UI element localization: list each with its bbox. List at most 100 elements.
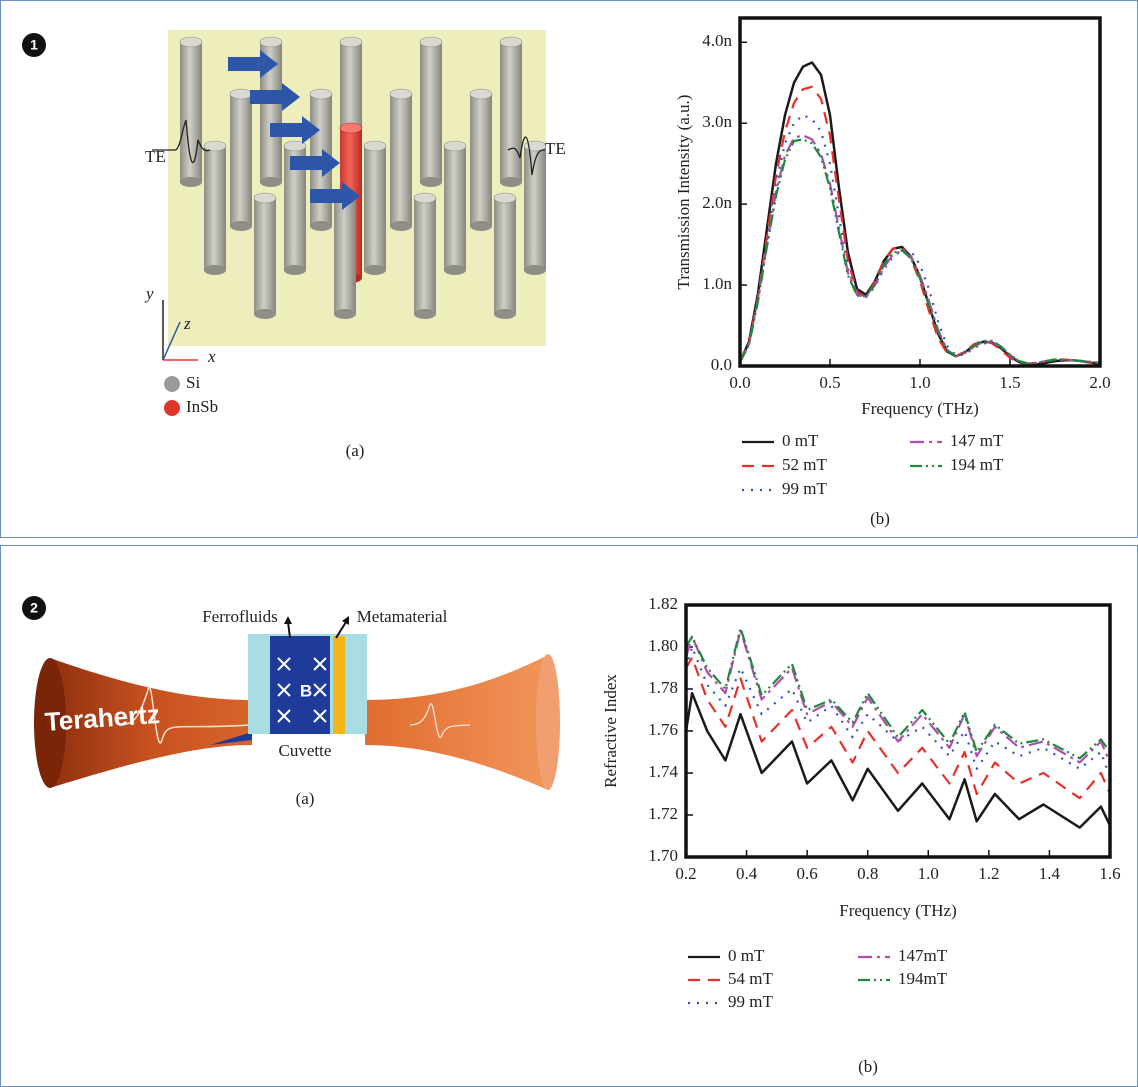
y-tick-label: 2.0n — [702, 193, 732, 212]
pillar — [284, 146, 306, 270]
y-tick-label: 1.72 — [648, 804, 678, 823]
beam-end — [536, 654, 560, 790]
pillar — [420, 42, 442, 182]
pillar-top — [363, 140, 387, 152]
badge — [22, 33, 46, 57]
plot-frame — [684, 603, 1112, 859]
pillar-top — [253, 192, 277, 204]
x-tick-label: 1.5 — [999, 373, 1020, 392]
pillar-base — [414, 309, 436, 319]
axis-label: z — [183, 314, 191, 333]
diagram-label: Metamaterial — [357, 607, 448, 626]
pillar — [254, 198, 276, 314]
caption: (b) — [858, 1057, 878, 1076]
pillar-top — [259, 36, 283, 48]
pillar-top — [339, 122, 363, 134]
pillar-top — [493, 192, 517, 204]
series-line — [684, 645, 1112, 778]
y-tick-label: 1.0n — [702, 274, 732, 293]
y-tick-label: 1.70 — [648, 846, 678, 865]
x-axis-label: Frequency (THz) — [839, 901, 957, 920]
legend-label: 194mT — [898, 969, 948, 988]
pillar — [494, 198, 516, 314]
legend-label: 0 mT — [728, 946, 765, 965]
panel-border — [0, 545, 1138, 1087]
beam-end — [34, 658, 66, 788]
x-tick-label: 1.6 — [1099, 864, 1120, 883]
pillar — [260, 42, 282, 182]
field-label: B — [300, 681, 312, 700]
legend-label: Si — [186, 373, 200, 392]
y-axis-label: Transmission Intensity (a.u.) — [674, 95, 693, 290]
pillar-base — [334, 309, 356, 319]
metamaterial — [333, 636, 345, 734]
diagram-label: Cuvette — [279, 741, 332, 760]
x-tick-label: 1.0 — [918, 864, 939, 883]
pillar — [444, 146, 466, 270]
pillar-top — [413, 192, 437, 204]
field-arrow — [228, 50, 278, 78]
pointer-head — [342, 616, 349, 625]
legend-label: 147mT — [898, 946, 948, 965]
te-wave — [152, 119, 211, 164]
y-tick-label: 0.0 — [711, 355, 732, 374]
x-tick-label: 2.0 — [1089, 373, 1110, 392]
x-tick-label: 0.4 — [736, 864, 758, 883]
x-mark — [277, 709, 291, 723]
y-tick-label: 4.0n — [702, 31, 732, 50]
pillar-base — [260, 177, 282, 187]
badge — [22, 596, 46, 620]
x-tick-label: 1.0 — [909, 373, 930, 392]
field-arrow — [310, 182, 360, 210]
pillar-top — [469, 88, 493, 100]
series-line — [684, 691, 1112, 829]
pillar-base — [524, 265, 546, 275]
series-line — [739, 85, 1101, 365]
field-arrow — [270, 116, 320, 144]
caption: (b) — [870, 509, 890, 528]
y-tick-label: 1.80 — [648, 636, 678, 655]
series-line — [684, 629, 1112, 764]
pillar-base — [470, 221, 492, 231]
field-label: Bz — [256, 57, 269, 75]
pillar — [204, 146, 226, 270]
pillar-top — [179, 36, 203, 48]
pillar-base — [444, 265, 466, 275]
series-line — [739, 138, 1101, 365]
pointer — [335, 621, 347, 639]
caption: (a) — [296, 789, 315, 808]
pillar-base — [494, 309, 516, 319]
field-arrow — [290, 149, 340, 177]
pillar-base — [310, 221, 332, 231]
legend-label: 99 mT — [782, 479, 827, 498]
x-tick-label: 0.5 — [819, 373, 840, 392]
legend-label: 54 mT — [728, 969, 773, 988]
pulse — [119, 686, 251, 744]
series-line — [685, 627, 1111, 760]
legend-label: 52 mT — [782, 455, 827, 474]
series-line — [738, 61, 1101, 366]
axis-label: x — [207, 347, 216, 366]
x-mark — [313, 709, 327, 723]
pointer-head — [284, 616, 292, 624]
pillar-top — [339, 36, 363, 48]
badge-text: 1 — [30, 37, 38, 53]
x-tick-label: 0.0 — [729, 373, 750, 392]
field-label-base: B — [256, 57, 265, 73]
x-tick-label: 1.4 — [1039, 864, 1061, 883]
y-tick-label: 3.0n — [702, 112, 732, 131]
te-wave — [507, 136, 546, 176]
pillar-top — [283, 140, 307, 152]
x-tick-label: 1.2 — [978, 864, 999, 883]
field-marks — [277, 657, 327, 723]
pillar-top — [419, 36, 443, 48]
pillar-base — [254, 309, 276, 319]
x-axis-label: Frequency (THz) — [861, 399, 979, 418]
pillar — [230, 94, 252, 226]
field-arrows — [228, 50, 360, 210]
legend-label: 194 mT — [950, 455, 1004, 474]
y-tick-label: 1.82 — [648, 594, 678, 613]
wave-label: TE — [545, 139, 566, 158]
pillar-base — [364, 265, 386, 275]
